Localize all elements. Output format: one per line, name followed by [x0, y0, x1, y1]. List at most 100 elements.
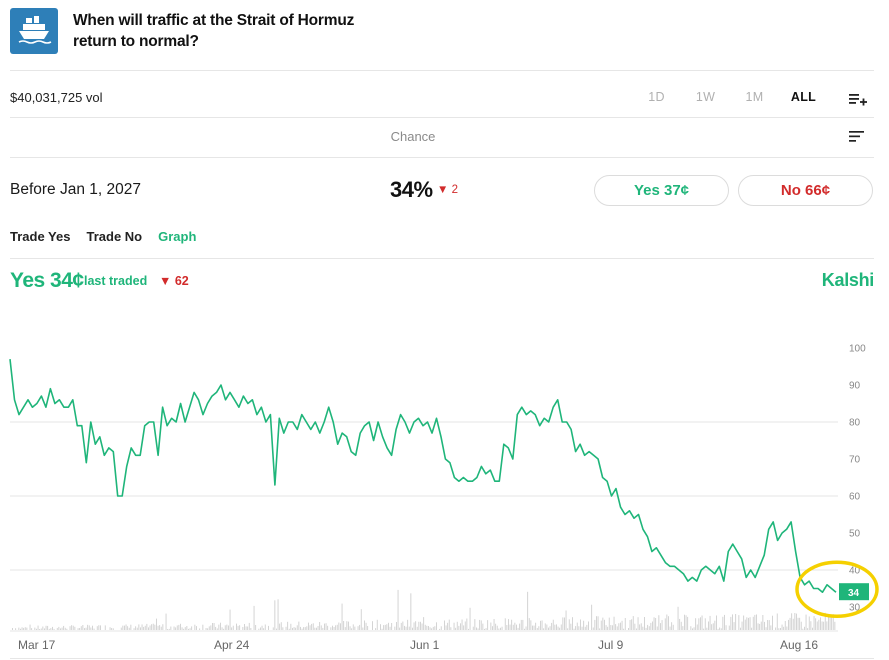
- volume-bar: [709, 615, 711, 630]
- volume-bar: [568, 619, 570, 630]
- volume-bar: [780, 628, 781, 630]
- volume-bar: [93, 628, 95, 630]
- volume-bar: [559, 627, 561, 630]
- volume-bar: [253, 605, 255, 630]
- volume-bar: [384, 624, 386, 630]
- volume-bar: [260, 627, 261, 630]
- tab-trade-no[interactable]: Trade No: [86, 229, 143, 244]
- volume-bar: [476, 627, 477, 630]
- volume-bar: [426, 625, 428, 630]
- range-1m[interactable]: 1M: [745, 90, 764, 104]
- volume-bar: [535, 622, 537, 630]
- volume-bar: [732, 614, 733, 630]
- volume-bar: [415, 621, 417, 630]
- volume-bar: [479, 619, 481, 630]
- volume-bar: [375, 628, 377, 630]
- volume-bar: [704, 618, 706, 630]
- volume-bar: [36, 628, 37, 630]
- volume-bar: [314, 627, 316, 630]
- volume-bar: [492, 626, 493, 630]
- volume-bar: [599, 628, 601, 630]
- volume-bar: [621, 620, 623, 630]
- volume-bar: [818, 619, 820, 630]
- volume-bar: [45, 625, 47, 630]
- volume-bar: [594, 619, 596, 630]
- volume-bar: [428, 626, 429, 630]
- x-tick-label: Aug 16: [780, 638, 818, 652]
- volume-bar: [725, 625, 727, 630]
- volume-bar: [29, 624, 31, 630]
- volume-bar: [528, 618, 530, 630]
- volume-bar: [530, 620, 532, 630]
- volume-bar: [346, 621, 348, 630]
- volume-bar: [221, 627, 223, 630]
- volume-bar: [186, 626, 188, 630]
- volume-bar: [808, 616, 810, 630]
- tab-graph[interactable]: Graph: [158, 229, 197, 244]
- volume-bar: [482, 623, 484, 630]
- volume-bar: [84, 628, 85, 630]
- price-chart[interactable]: 100 90 80 70 60 50 40 30 Mar 17 Apr 24 Jun 1 Jul 9…: [0, 330, 889, 660]
- kalshi-logo: Kalshi: [821, 270, 875, 290]
- volume-bar: [527, 591, 529, 630]
- volume-bar: [668, 616, 669, 630]
- volume-bar: [245, 626, 247, 630]
- buy-yes-button[interactable]: Yes 37¢: [594, 175, 729, 206]
- volume-bar: [399, 627, 401, 630]
- volume-bar: [412, 627, 413, 630]
- range-all[interactable]: ALL: [790, 90, 817, 104]
- volume-bar: [100, 625, 101, 630]
- volume-bar: [159, 625, 161, 630]
- volume-bar: [464, 621, 466, 630]
- volume-bar: [544, 623, 546, 630]
- range-1w[interactable]: 1W: [695, 90, 716, 104]
- volume-bar: [52, 626, 53, 630]
- volume-bar: [796, 613, 797, 630]
- volume-bar: [816, 621, 818, 630]
- volume-bar: [759, 623, 761, 630]
- sort-icon[interactable]: [849, 130, 865, 143]
- volume-bar: [504, 618, 506, 630]
- volume-bar: [290, 623, 292, 630]
- volume-bar: [138, 624, 140, 630]
- volume-bar: [274, 600, 276, 630]
- buy-no-button[interactable]: No 66¢: [738, 175, 873, 206]
- volume-bar: [776, 613, 778, 630]
- volume-bar: [463, 625, 465, 630]
- volume-bar: [301, 628, 303, 630]
- divider: [10, 258, 874, 259]
- volume-bar: [199, 628, 201, 630]
- y-tick-label: 50: [849, 529, 861, 540]
- volume-bar: [516, 624, 517, 630]
- volume-bar: [823, 621, 825, 630]
- volume-bar: [162, 624, 164, 630]
- volume-bar: [772, 615, 773, 630]
- volume-bar: [60, 628, 61, 630]
- volume-bar: [79, 628, 81, 630]
- playlist-add-icon[interactable]: [849, 92, 867, 106]
- volume-bar: [751, 627, 753, 630]
- divider: [10, 70, 874, 71]
- volume-bar: [90, 627, 92, 630]
- volume-bar: [762, 615, 764, 630]
- tab-trade-yes[interactable]: Trade Yes: [10, 229, 71, 244]
- volume-bar: [460, 623, 461, 630]
- volume-bar: [317, 626, 319, 630]
- range-1d[interactable]: 1D: [648, 90, 665, 104]
- volume-bar: [484, 628, 485, 630]
- volume-bar: [724, 614, 725, 630]
- volume-bar: [501, 626, 503, 630]
- volume-bar: [148, 627, 149, 630]
- volume-bar: [495, 623, 497, 630]
- volume-bar: [304, 627, 306, 630]
- volume-bar: [343, 621, 345, 630]
- chance-header: Chance: [390, 129, 436, 144]
- volume-bar: [498, 628, 500, 630]
- volume-bar: [664, 618, 666, 630]
- volume-bar: [212, 623, 213, 630]
- volume-bar: [287, 621, 289, 630]
- volume-bar: [810, 621, 812, 630]
- volume-bar: [770, 625, 772, 630]
- volume-bar: [349, 626, 351, 630]
- volume-bar: [781, 624, 783, 630]
